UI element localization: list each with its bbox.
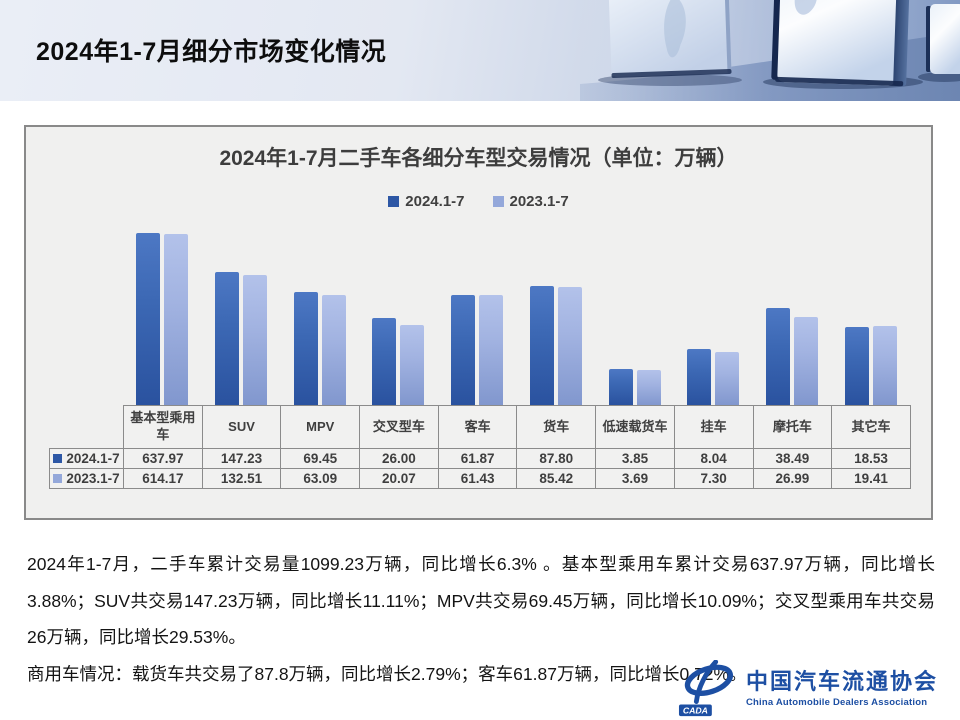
summary-text: 2024年1-7月，二手车累计交易量1099.23万辆，同比增长6.3% 。基本… bbox=[27, 546, 935, 692]
page-title: 2024年1-7月细分市场变化情况 bbox=[36, 38, 387, 66]
bar-group-9 bbox=[831, 221, 910, 405]
legend-swatch-2023-icon bbox=[492, 196, 504, 207]
bar-2023-1-7-1 bbox=[243, 275, 268, 405]
value-cell-s0-c9: 18.53 bbox=[831, 448, 911, 469]
row-swatch-icon bbox=[53, 474, 63, 483]
bar-2023-1-7-3 bbox=[400, 325, 425, 405]
category-header-1: SUV bbox=[201, 405, 282, 449]
data-table: 基本型乘用车 SUV MPV 交叉型车 客车 货车 低速载货车 挂车 摩托车 其它车 2024.1-… bbox=[49, 405, 911, 489]
category-header-5: 货车 bbox=[516, 405, 597, 449]
row-swatch-icon bbox=[53, 454, 63, 463]
chart-title: 2024年1-7月二手车各细分车型交易情况（单位：万辆） bbox=[219, 147, 738, 170]
category-header-0: 基本型乘用车 bbox=[123, 405, 203, 449]
category-header-7: 挂车 bbox=[673, 405, 754, 449]
row-label-2023-1-7: 2023.1-7 bbox=[49, 468, 124, 489]
bar-group-2 bbox=[280, 221, 359, 405]
value-cell-s0-c3: 26.00 bbox=[359, 448, 439, 469]
value-cell-s1-c9: 19.41 bbox=[831, 468, 911, 489]
chart-legend: 2024.1-7 2023.1-7 bbox=[26, 193, 931, 210]
value-cell-s0-c1: 147.23 bbox=[201, 448, 282, 469]
legend-item-2023: 2023.1-7 bbox=[492, 193, 569, 210]
bar-2023-1-7-0 bbox=[164, 234, 189, 405]
bar-2024-1-7-2 bbox=[293, 292, 318, 405]
bar-2024-1-7-9 bbox=[844, 327, 869, 405]
bar-2023-1-7-8 bbox=[793, 317, 818, 405]
cada-logo-text: 中国汽车流通协会 China Automobile Dealers Associ… bbox=[745, 669, 938, 708]
bar-group-1 bbox=[202, 221, 281, 405]
cada-logo: CADA 中国汽车流通协会 China Automobile Dealers A… bbox=[676, 660, 938, 718]
summary-paragraph-1: 2024年1-7月，二手车累计交易量1099.23万辆，同比增长6.3% 。基本… bbox=[27, 554, 935, 647]
value-cell-s1-c0: 614.17 bbox=[123, 468, 203, 489]
category-header-9: 其它车 bbox=[831, 405, 911, 449]
bar-group-3 bbox=[359, 221, 438, 405]
decorative-cubes-graphic bbox=[580, 0, 960, 101]
value-cell-s0-c2: 69.45 bbox=[280, 448, 361, 469]
bar-2023-1-7-7 bbox=[715, 352, 740, 405]
bar-group-6 bbox=[595, 221, 674, 405]
bar-2023-1-7-9 bbox=[872, 326, 897, 405]
bar-2024-1-7-5 bbox=[529, 286, 554, 405]
category-header-6: 低速载货车 bbox=[595, 405, 675, 449]
cada-logo-name-en: China Automobile Dealers Association bbox=[745, 696, 928, 708]
value-cell-s0-c8: 38.49 bbox=[752, 448, 833, 469]
value-cell-s0-c5: 87.80 bbox=[516, 448, 597, 469]
value-cell-s1-c6: 3.69 bbox=[595, 468, 675, 489]
bar-group-7 bbox=[674, 221, 753, 405]
bar-2023-1-7-2 bbox=[321, 295, 346, 405]
category-header-3: 交叉型车 bbox=[359, 405, 439, 449]
bar-2023-1-7-6 bbox=[636, 370, 661, 405]
legend-item-2024: 2024.1-7 bbox=[388, 193, 465, 210]
value-cell-s0-c7: 8.04 bbox=[673, 448, 754, 469]
bar-group-5 bbox=[517, 221, 596, 405]
legend-label-2024: 2024.1-7 bbox=[405, 193, 465, 210]
value-cell-s0-c4: 61.87 bbox=[437, 448, 518, 469]
svg-text:CADA: CADA bbox=[683, 706, 708, 716]
table-row-2023-1-7: 2023.1-7 614.17 132.51 63.09 20.07 61.43 85.42… bbox=[49, 468, 911, 489]
table-row-2024-1-7: 2024.1-7 637.97 147.23 69.45 26.00 61.87 87.80… bbox=[49, 448, 911, 469]
table-corner-cell bbox=[50, 406, 124, 449]
bar-2023-1-7-4 bbox=[479, 295, 504, 405]
category-header-4: 客车 bbox=[437, 405, 518, 449]
value-cell-s0-c6: 3.85 bbox=[595, 448, 675, 469]
row-label-2024-1-7: 2024.1-7 bbox=[49, 448, 124, 469]
bar-2024-1-7-1 bbox=[215, 272, 240, 405]
bar-group-8 bbox=[753, 221, 832, 405]
bar-plot bbox=[123, 221, 910, 405]
summary-paragraph-2: 商用车情况：载货车共交易了87.8万辆，同比增长2.79%；客车61.87万辆，… bbox=[27, 663, 747, 684]
value-cell-s1-c2: 63.09 bbox=[280, 468, 361, 489]
category-header-8: 摩托车 bbox=[752, 405, 833, 449]
bar-2024-1-7-4 bbox=[451, 295, 476, 405]
value-cell-s1-c1: 132.51 bbox=[201, 468, 282, 489]
bar-2024-1-7-0 bbox=[136, 233, 161, 405]
category-header-2: MPV bbox=[280, 405, 361, 449]
cada-logo-icon: CADA bbox=[678, 660, 734, 717]
bar-2024-1-7-8 bbox=[765, 308, 790, 405]
bar-2023-1-7-5 bbox=[557, 287, 582, 405]
legend-label-2023: 2023.1-7 bbox=[509, 193, 569, 210]
header-banner: 2024年1-7月细分市场变化情况 bbox=[0, 0, 960, 101]
value-cell-s1-c7: 7.30 bbox=[673, 468, 754, 489]
table-header-row: 基本型乘用车 SUV MPV 交叉型车 客车 货车 低速载货车 挂车 摩托车 其它车 bbox=[50, 405, 911, 449]
bar-group-0 bbox=[123, 221, 202, 405]
cada-logo-name-cn: 中国汽车流通协会 bbox=[745, 669, 938, 695]
value-cell-s1-c3: 20.07 bbox=[359, 468, 439, 489]
bar-group-4 bbox=[438, 221, 517, 405]
bar-2024-1-7-3 bbox=[372, 318, 397, 405]
bar-2024-1-7-7 bbox=[687, 349, 712, 405]
value-cell-s0-c0: 637.97 bbox=[123, 448, 203, 469]
chart-panel: 2024年1-7月二手车各细分车型交易情况（单位：万辆） 2024.1-7 20… bbox=[24, 125, 933, 520]
value-cell-s1-c8: 26.99 bbox=[752, 468, 833, 489]
legend-swatch-2024-icon bbox=[388, 196, 400, 207]
bar-2024-1-7-6 bbox=[608, 369, 633, 405]
value-cell-s1-c5: 85.42 bbox=[516, 468, 597, 489]
value-cell-s1-c4: 61.43 bbox=[437, 468, 518, 489]
